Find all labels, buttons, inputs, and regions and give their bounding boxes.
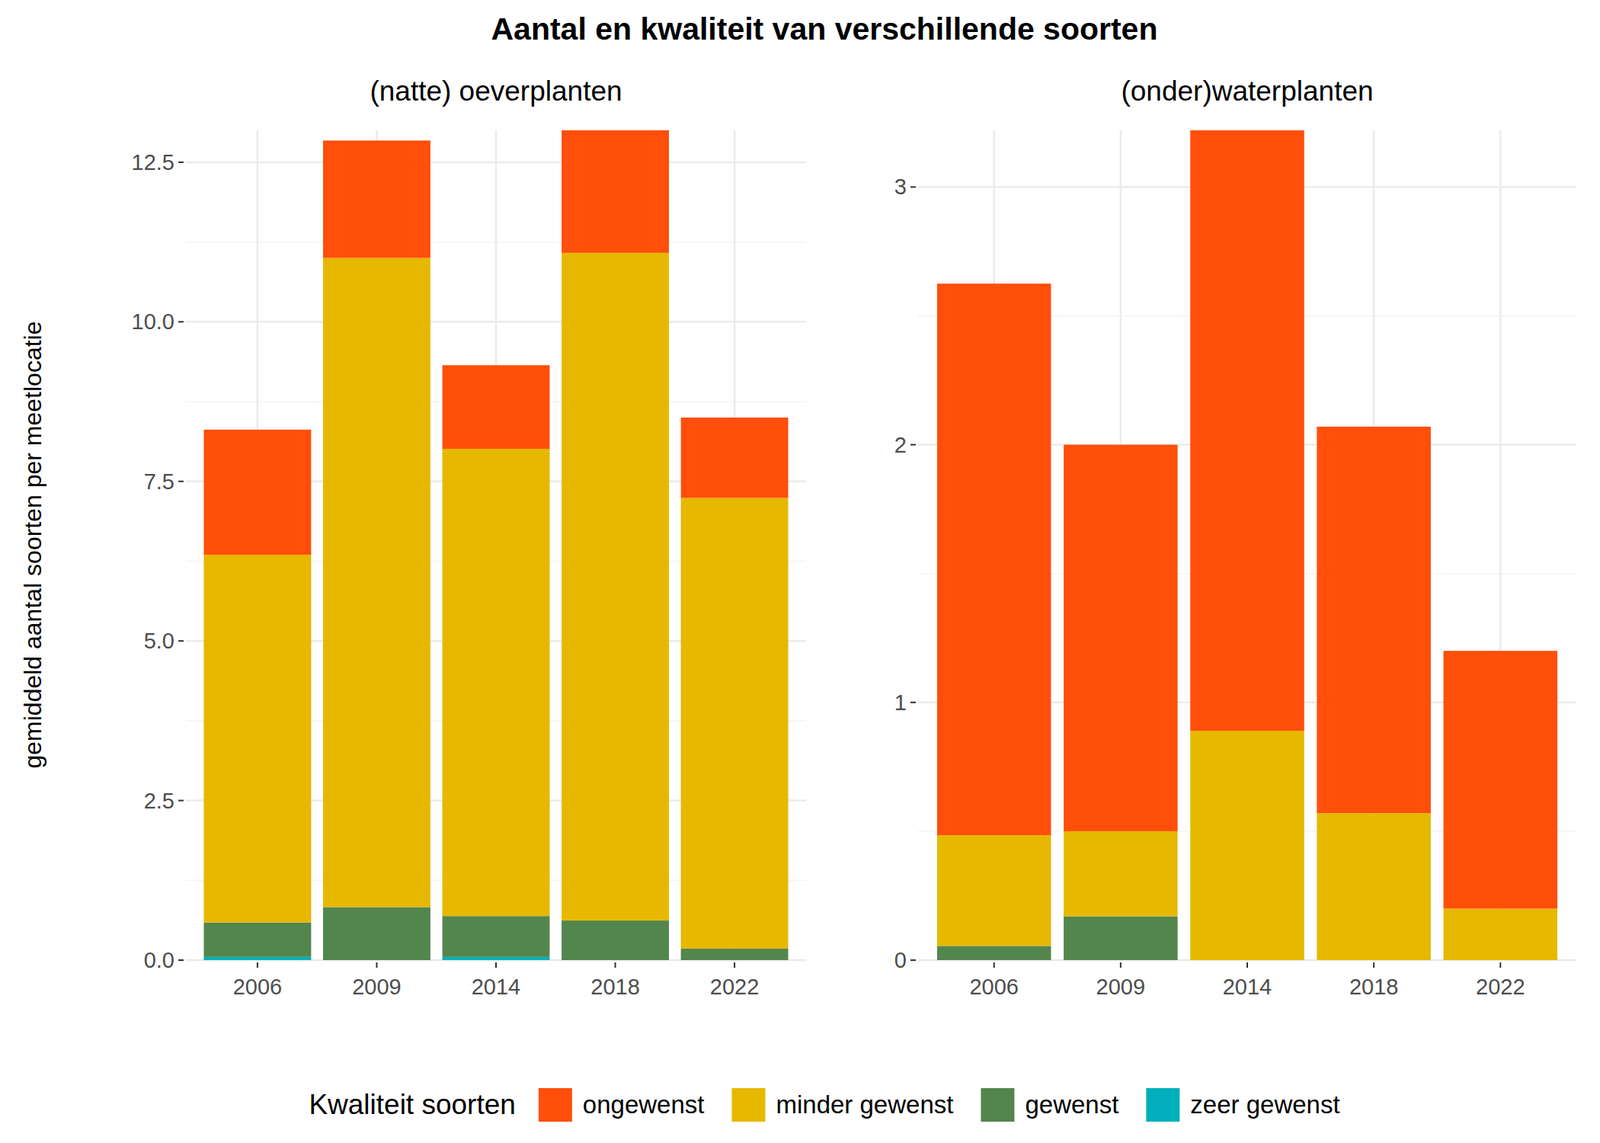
bar: minder gewenst bbox=[1063, 831, 1178, 917]
x-tick bbox=[1372, 962, 1375, 968]
bar: ongewenst bbox=[1316, 426, 1431, 813]
panel: (onder)waterplanten 0 1 2 3 2006 2009 2014 2018 2… bbox=[894, 75, 1577, 999]
y-tick bbox=[178, 640, 184, 642]
x-tick-label: 2014 bbox=[1222, 974, 1273, 999]
bar: ongewenst bbox=[203, 429, 311, 555]
x-tick-label: 2022 bbox=[1475, 974, 1526, 999]
x-tick-label: 2009 bbox=[1096, 974, 1146, 999]
y-tick-label: 10.0 bbox=[131, 309, 175, 334]
x-tick bbox=[1120, 962, 1122, 968]
y-tick-label: 12.5 bbox=[131, 150, 175, 175]
x-tick bbox=[375, 962, 378, 968]
legend-key bbox=[731, 1088, 765, 1122]
bar: ongewenst bbox=[1190, 130, 1305, 731]
x-tick-label: 2006 bbox=[969, 974, 1019, 999]
bar: minder gewenst bbox=[442, 448, 551, 916]
bar: gewenst bbox=[561, 920, 669, 960]
y-axis-label: gemiddeld aantal soorten per meetlocatie bbox=[19, 320, 47, 768]
main-title: Aantal en kwaliteit van verschillende so… bbox=[491, 11, 1159, 47]
y-tick-label: 0 bbox=[894, 947, 907, 973]
panel-title: (natte) oeverplanten bbox=[369, 75, 622, 107]
bars: zeer gewenstgewenstminder gewenstongewen… bbox=[937, 130, 1558, 960]
y-tick bbox=[178, 161, 184, 164]
y-tick-label: 1 bbox=[894, 690, 907, 715]
bar: minder gewenst bbox=[681, 498, 789, 949]
bar: minder gewenst bbox=[937, 835, 1052, 946]
bar: minder gewenst bbox=[561, 252, 669, 921]
x-tick bbox=[1246, 962, 1248, 968]
x-tick bbox=[1499, 962, 1501, 968]
chart: Aantal en kwaliteit van verschillende so… bbox=[0, 0, 1600, 1143]
legend-key bbox=[980, 1088, 1015, 1122]
bar: ongewenst bbox=[937, 283, 1052, 836]
bar: gewenst bbox=[681, 948, 789, 960]
x-tick-label: 2018 bbox=[1349, 974, 1399, 999]
x-tick bbox=[733, 962, 736, 968]
bar: gewenst bbox=[1063, 916, 1178, 960]
bar: minder gewenst bbox=[323, 258, 431, 908]
x-tick bbox=[256, 962, 259, 968]
x-tick bbox=[614, 962, 617, 968]
bar: gewenst bbox=[442, 915, 551, 957]
y-tick bbox=[910, 185, 916, 188]
panel: (natte) oeverplanten 0.0 2.5 5.0 7.5 10.0 12.5… bbox=[131, 75, 807, 999]
bar: ongewenst bbox=[1443, 650, 1559, 909]
legend-label: ongewenst bbox=[582, 1090, 705, 1119]
bar: ongewenst bbox=[1063, 444, 1178, 832]
legend-label: zeer gewenst bbox=[1190, 1090, 1340, 1119]
y-tick bbox=[910, 701, 916, 704]
x-tick-label: 2009 bbox=[352, 974, 402, 999]
x-tick bbox=[993, 962, 996, 968]
y-tick-label: 7.5 bbox=[144, 469, 175, 494]
bar: zeer gewenst bbox=[203, 956, 311, 960]
bar: minder gewenst bbox=[1443, 908, 1559, 960]
x-tick-label: 2022 bbox=[710, 974, 760, 999]
y-tick bbox=[178, 800, 184, 802]
y-tick bbox=[910, 959, 916, 961]
bar: zeer gewenst bbox=[442, 956, 551, 960]
legend-key bbox=[1145, 1088, 1180, 1122]
bar: gewenst bbox=[937, 945, 1052, 960]
legend-key bbox=[538, 1088, 573, 1122]
bar: ongewenst bbox=[323, 140, 431, 258]
x-tick-label: 2006 bbox=[233, 974, 283, 999]
y-tick-label: 5.0 bbox=[144, 628, 175, 653]
y-tick-label: 2.5 bbox=[144, 788, 175, 813]
legend-title: Kwaliteit soorten bbox=[308, 1088, 516, 1120]
x-tick bbox=[495, 962, 497, 968]
legend-label: minder gewenst bbox=[775, 1090, 954, 1119]
panel-title: (onder)waterplanten bbox=[1120, 75, 1373, 107]
y-tick bbox=[178, 959, 184, 961]
legend: Kwaliteit soorten ongewenst minder gewenst… bbox=[308, 1088, 1340, 1122]
bar: minder gewenst bbox=[1190, 730, 1305, 960]
y-tick-label: 0.0 bbox=[144, 947, 175, 973]
bar: ongewenst bbox=[681, 417, 789, 499]
background bbox=[0, 0, 1600, 1143]
bar: ongewenst bbox=[561, 130, 669, 253]
y-tick-label: 3 bbox=[894, 174, 907, 199]
y-tick-label: 2 bbox=[894, 432, 907, 458]
bars: zeer gewenstgewenstminder gewenstongewen… bbox=[203, 130, 788, 960]
x-tick-label: 2018 bbox=[590, 974, 640, 999]
bar: minder gewenst bbox=[203, 554, 311, 923]
y-tick bbox=[178, 480, 184, 483]
y-tick bbox=[910, 444, 916, 446]
legend-label: gewenst bbox=[1024, 1090, 1119, 1119]
x-tick-label: 2014 bbox=[471, 974, 522, 999]
bar: minder gewenst bbox=[1316, 812, 1431, 960]
bar: ongewenst bbox=[442, 364, 551, 449]
bar: gewenst bbox=[323, 906, 431, 960]
bar: gewenst bbox=[203, 922, 311, 957]
y-tick bbox=[178, 320, 184, 323]
